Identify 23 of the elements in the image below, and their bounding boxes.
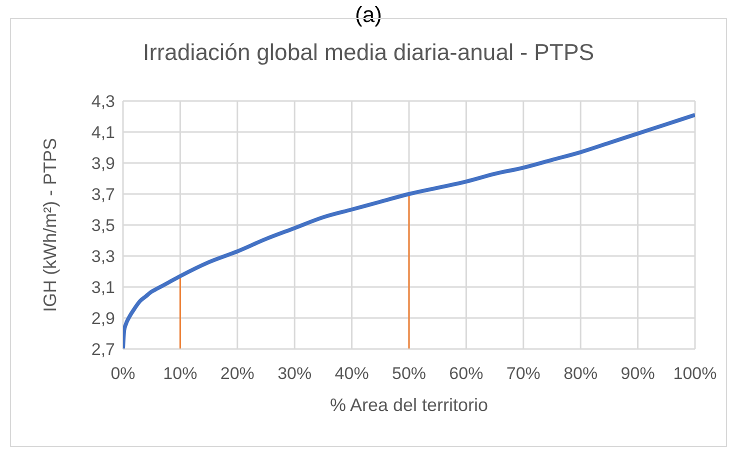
y-tick-label: 4,1 (91, 123, 115, 142)
x-tick-label: 90% (620, 364, 655, 384)
y-tick-label: 2,7 (91, 340, 115, 360)
x-tick-label: 0% (110, 364, 136, 384)
x-tick-label: 100% (673, 364, 717, 384)
y-tick-label: 3,1 (91, 278, 115, 298)
x-tick-label: 60% (449, 364, 484, 384)
x-tick-label: 30% (278, 364, 312, 384)
x-tick-label: 10% (163, 364, 198, 384)
x-tick-label: 40% (334, 364, 369, 384)
x-tick-label: 70% (506, 364, 540, 384)
y-axis-title: IGH (kWh/m²) - PTPS (40, 138, 60, 312)
y-tick-label: 3,3 (91, 247, 115, 266)
y-tick-label: 3,7 (91, 185, 115, 204)
x-tick-label: 80% (564, 364, 598, 384)
y-tick-label: 3,9 (91, 154, 115, 174)
y-tick-label: 2,9 (91, 309, 115, 328)
x-tick-label: 50% (392, 364, 426, 384)
y-tick-label: 4,3 (91, 92, 115, 112)
y-tick-label: 3,5 (91, 216, 115, 236)
x-axis-title: % Area del territorio (330, 395, 488, 415)
x-tick-label: 20% (220, 364, 254, 384)
chart-title: Irradiación global media diaria-anual - PTPS (142, 39, 596, 66)
